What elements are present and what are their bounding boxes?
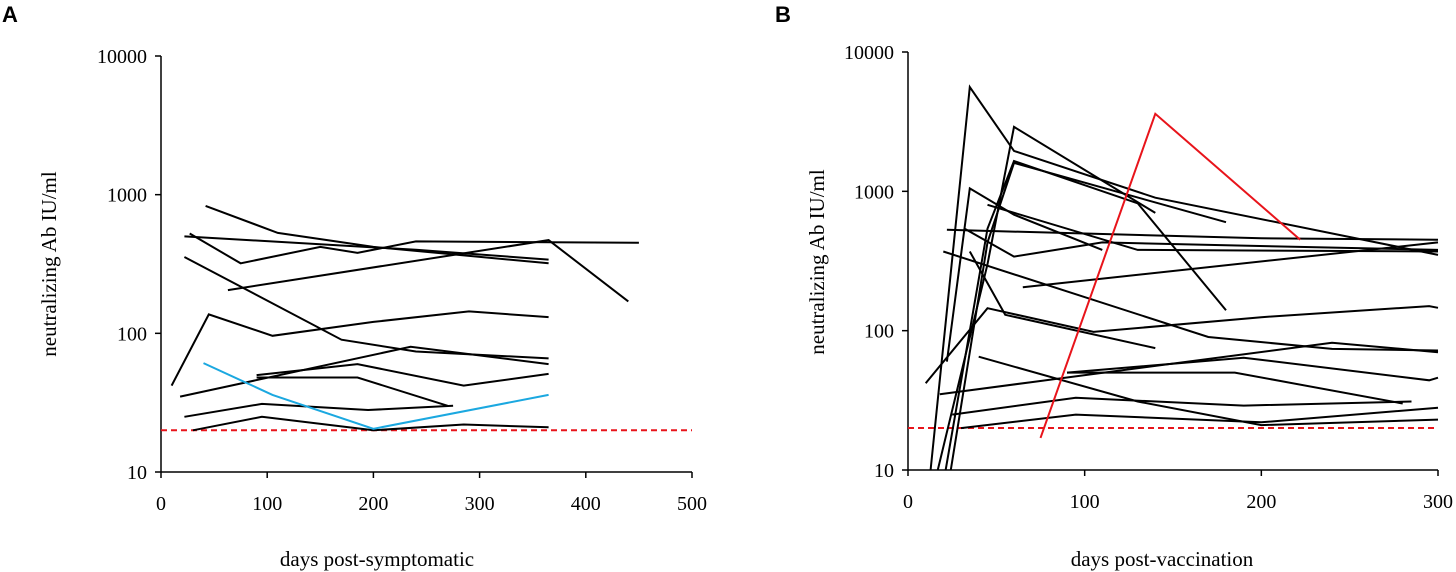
panel-b-y-tick-label: 10000 xyxy=(844,42,894,64)
panel-b-series-vaccinee-15 xyxy=(1067,371,1403,405)
panel-b-y-tick-label: 100 xyxy=(864,321,894,343)
panel-a-series-patient-4 xyxy=(227,239,629,303)
panel-b-series-vaccinee-9 xyxy=(1022,241,1439,289)
panel-a-y-tick-label: 10 xyxy=(127,462,147,484)
panel-a-y-tick-label: 1000 xyxy=(107,185,147,207)
panel-a-x-tick-label: 300 xyxy=(465,493,495,515)
panel-a-series-patient-11 xyxy=(192,415,549,432)
panel-b-series-vaccinee-13 xyxy=(939,341,1439,396)
panel-b-series-vaccinee-14 xyxy=(1066,356,1439,382)
panel-a-y-tick-label: 100 xyxy=(117,323,147,345)
panel-a-y-axis-title: neutralizing Ab IU/ml xyxy=(37,171,61,357)
panel-b-y-tick-label: 1000 xyxy=(854,181,894,203)
panel-b-series-vaccinee-6 xyxy=(987,203,1439,253)
panel-a-series-patient-1 xyxy=(205,204,549,265)
panel-b-series-vaccinee-18 xyxy=(960,406,1439,430)
panel-a-letter: A xyxy=(2,2,18,27)
panel-b-x-tick-label: 300 xyxy=(1423,491,1453,513)
panel-b-x-tick-label: 0 xyxy=(903,491,913,513)
panel-a-x-tick-label: 500 xyxy=(677,493,707,515)
panel-b-series-vaccinee-17 xyxy=(952,396,1412,416)
panel-b-plot-area: 10 100 1000 10000 0 100 200 300 xyxy=(844,42,1453,513)
panel-a-x-tick-label: 0 xyxy=(156,493,166,515)
panel-a-series-patient-3 xyxy=(184,235,549,261)
panel-b-y-axis-title: neutralizing Ab IU/ml xyxy=(805,169,829,355)
panel-b-series-vaccinee-4 xyxy=(949,161,1227,470)
panel-a-y-tick-label: 10000 xyxy=(97,46,147,68)
panel-a-x-tick-label: 400 xyxy=(571,493,601,515)
panel-a-x-tick-label: 100 xyxy=(252,493,282,515)
panel-a-x-axis-title: days post-symptomatic xyxy=(280,547,474,571)
panel-b-series-vaccinee-12 xyxy=(924,305,1439,384)
panel-b-series-vaccinee-3 xyxy=(944,159,1227,470)
panel-a-series-patient-7 xyxy=(179,345,549,398)
panel-a-series-patient-12 xyxy=(203,362,549,430)
panel-b: B 10 100 1000 10000 0 100 200 300 days post-vac… xyxy=(775,2,1453,571)
panel-b-series-vaccinee-19 xyxy=(1039,112,1301,439)
panel-a-x-tick-label: 200 xyxy=(358,493,388,515)
panel-a-series-patient-5 xyxy=(183,256,549,360)
panel-b-series-vaccinee-1 xyxy=(929,84,1439,470)
panel-a-series-patient-2 xyxy=(189,232,639,265)
panel-b-series-vaccinee-16 xyxy=(978,355,1439,427)
panel-a-series-patient-6 xyxy=(170,310,549,387)
panel-b-series-vaccinee-10 xyxy=(942,250,1439,352)
panel-b-y-tick-label: 10 xyxy=(874,460,894,482)
panel-b-series-vaccinee-8 xyxy=(964,227,1439,258)
panel-a-series-patient-8 xyxy=(256,363,549,387)
panel-b-letter: B xyxy=(775,2,791,27)
panel-b-series-vaccinee-7 xyxy=(946,228,1439,241)
panel-a: A 10 100 1000 10000 0 100 200 300 400 500 days po… xyxy=(2,2,707,571)
panel-a-series-patient-10 xyxy=(184,402,454,418)
panel-a-plot-area: 10 100 1000 10000 0 100 200 300 400 500 xyxy=(97,46,707,515)
panel-b-series-vaccinee-11 xyxy=(968,251,1156,350)
panel-b-x-tick-label: 100 xyxy=(1070,491,1100,513)
panel-b-x-tick-label: 200 xyxy=(1246,491,1276,513)
panel-b-x-axis-title: days post-vaccination xyxy=(1071,547,1254,571)
panel-b-series-vaccinee-2 xyxy=(936,125,1156,470)
panel-a-series-patient-9 xyxy=(256,376,448,407)
